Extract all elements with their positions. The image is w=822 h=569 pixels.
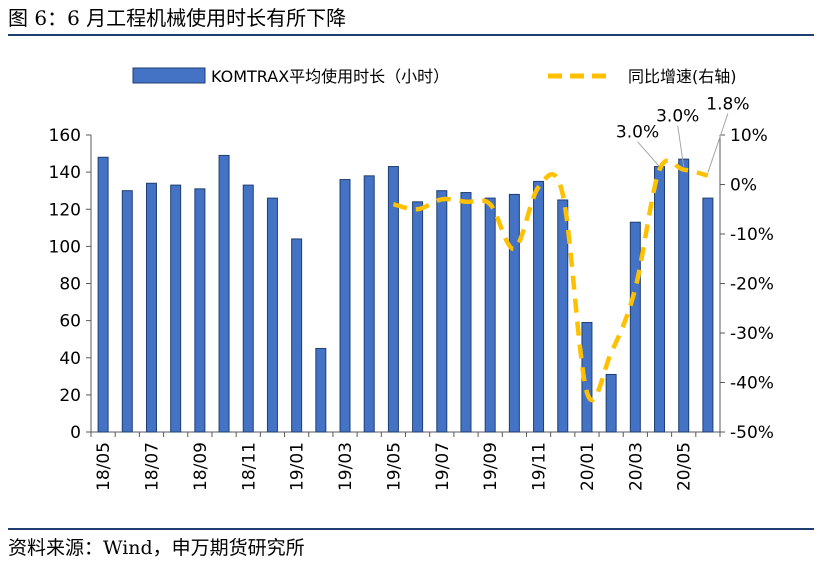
legend-label-line: 同比增速(右轴)	[628, 67, 737, 86]
data-label: 3.0%	[656, 107, 699, 127]
x-tick-label: 18/07	[142, 442, 162, 491]
bar	[242, 184, 254, 433]
line-series	[392, 158, 709, 403]
bar	[436, 190, 448, 433]
x-tick-label: 19/11	[530, 442, 550, 491]
bar	[363, 175, 375, 433]
top-rule	[8, 34, 814, 36]
legend: KOMTRAX平均使用时长（小时） 同比增速(右轴)	[132, 67, 737, 86]
bar	[266, 197, 278, 433]
bar	[460, 192, 472, 433]
bar	[387, 166, 399, 433]
y-right-tick-label: -10%	[730, 225, 774, 245]
y-left-tick-label: 0	[70, 423, 81, 443]
bar	[97, 156, 109, 433]
y-right-tick-label: -40%	[730, 374, 774, 394]
bar	[145, 182, 157, 433]
data-label: 3.0%	[616, 123, 659, 143]
y-right-tick-label: 0%	[730, 176, 757, 196]
axes: 0 20 40 60 80 100 120 140 160 -50% -40% -30% -20% -10…	[49, 126, 774, 491]
bar	[605, 373, 617, 433]
data-label-leader	[677, 125, 685, 167]
data-labels: 3.0%3.0% 1.8%	[616, 95, 750, 173]
figure-title: 图 6：6 月工程机械使用时长有所下降	[8, 6, 347, 30]
x-tick-label: 19/09	[481, 442, 501, 491]
x-tick-label: 19/05	[384, 442, 404, 491]
bar	[291, 238, 303, 433]
x-tick-label: 19/07	[433, 442, 453, 491]
x-tick-label: 19/01	[288, 442, 308, 491]
y-left-tick-label: 40	[59, 349, 81, 369]
y-right-tick-label: -20%	[730, 275, 774, 295]
bar	[484, 197, 496, 433]
bar	[315, 347, 327, 433]
y-left-tick-label: 100	[49, 237, 81, 257]
bottom-rule	[8, 528, 814, 530]
bar	[121, 190, 133, 433]
y-left-tick-label: 140	[49, 163, 81, 183]
chart: KOMTRAX平均使用时长（小时） 同比增速(右轴) 0 20 40 60 80 100 1…	[49, 67, 774, 491]
source-note: 资料来源：Wind，申万期货研究所	[8, 537, 305, 559]
x-tick-label: 20/05	[675, 442, 695, 491]
bar	[339, 179, 351, 433]
y-left-tick-label: 60	[59, 312, 81, 332]
y-right-tick-label: -30%	[730, 324, 774, 344]
x-tick-label: 19/03	[336, 442, 356, 491]
bar	[412, 201, 424, 433]
growth-line	[392, 158, 709, 403]
x-tick-label: 20/01	[578, 442, 598, 491]
y-left-tick-label: 20	[59, 386, 81, 406]
y-left-tick-label: 160	[49, 126, 81, 146]
data-label: 1.8%	[706, 95, 749, 115]
x-tick-label: 18/09	[191, 442, 211, 491]
bar	[629, 221, 641, 433]
x-tick-label: 18/11	[239, 442, 259, 491]
bar	[194, 188, 206, 433]
bar	[654, 166, 666, 433]
bar	[678, 158, 690, 433]
bar	[170, 184, 182, 433]
data-label-leader	[707, 113, 729, 173]
legend-label-bar: KOMTRAX平均使用时长（小时）	[211, 67, 449, 86]
x-tick-label: 18/05	[94, 442, 114, 491]
y-right-tick-label: 10%	[730, 126, 768, 146]
bar-series	[97, 154, 714, 433]
legend-swatch-bar	[132, 67, 206, 84]
bar	[218, 154, 230, 433]
y-left-tick-label: 80	[59, 275, 81, 295]
bar	[508, 193, 520, 433]
bar	[557, 199, 569, 433]
bar	[533, 180, 545, 433]
y-left-tick-label: 120	[49, 200, 81, 220]
bar	[702, 197, 714, 433]
y-right-tick-label: -50%	[730, 423, 774, 443]
x-tick-label: 20/03	[626, 442, 646, 491]
data-label-leader	[637, 141, 660, 167]
